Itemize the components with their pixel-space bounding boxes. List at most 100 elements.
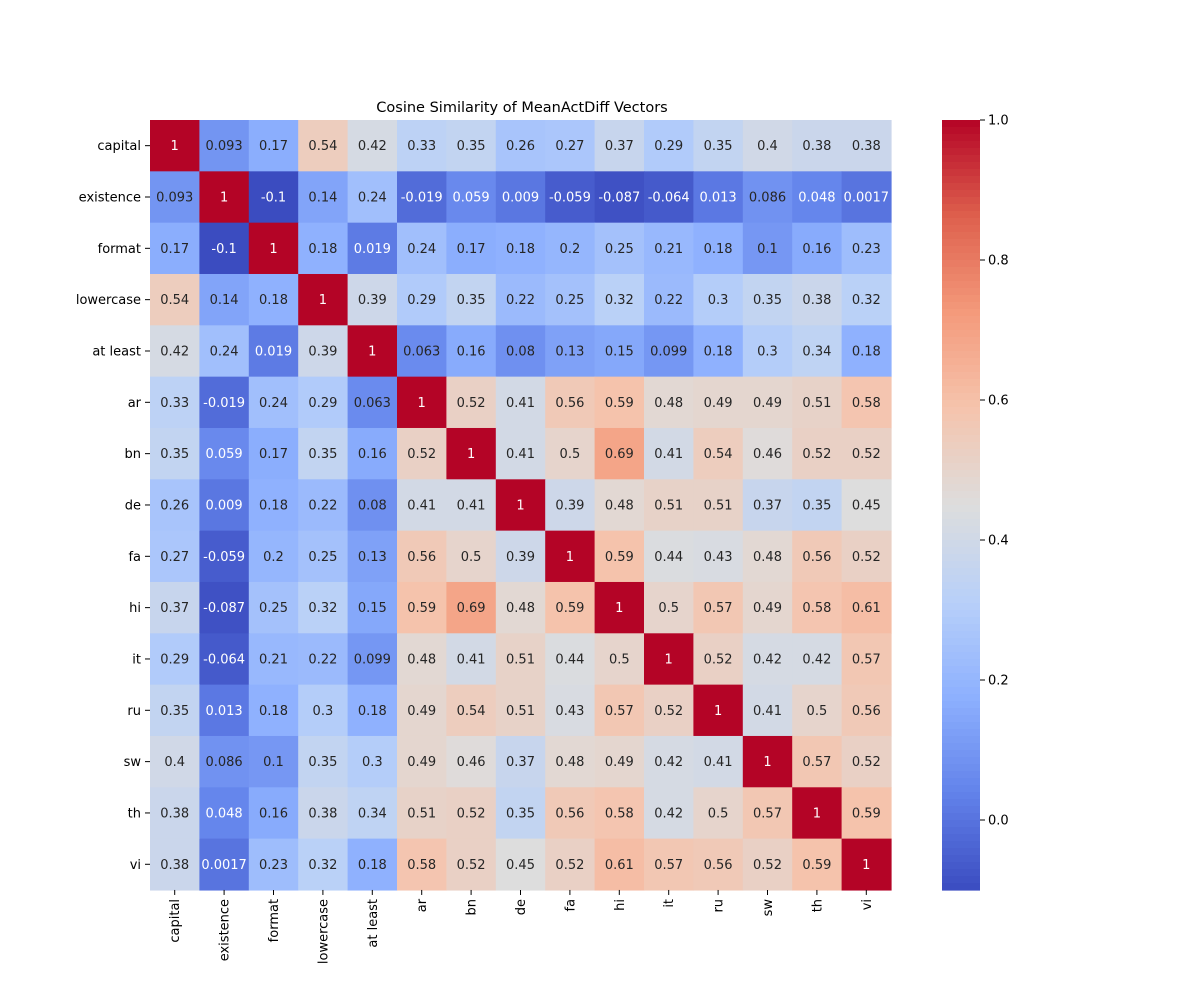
cell-value-label: 0.16 (802, 242, 831, 257)
colorbar-segment (942, 211, 980, 219)
cell-hi-bn (446, 581, 497, 634)
cell-value-label: 0.42 (358, 139, 387, 154)
cell-value-label: -0.1 (261, 190, 286, 205)
cell-value-label: 1 (566, 550, 574, 565)
cell-fa-format (248, 530, 299, 583)
colorbar-segment (942, 820, 980, 828)
y-tick-label: th (128, 806, 141, 821)
colorbar-segment (942, 344, 980, 352)
cell-value-label: 1 (516, 498, 524, 513)
colorbar-segment (942, 470, 980, 478)
cell-value-label: 0.019 (354, 242, 391, 257)
cell-lowercase-ru (693, 273, 744, 326)
cell-vi-fa (545, 838, 596, 891)
cell-hi-hi (594, 581, 645, 634)
x-axis: capital existence format lowercase at least a… (168, 889, 875, 964)
colorbar-segment (942, 855, 980, 863)
cell-ru-de (495, 684, 546, 737)
cell-value-label: 0.38 (852, 139, 881, 154)
cell-format-bn (446, 222, 497, 275)
cell-bn-de (495, 427, 546, 480)
y-tick-label: ru (127, 704, 141, 719)
cell-capital-ru (693, 120, 744, 172)
cell-ru-at-least (347, 684, 398, 737)
colorbar-segment (942, 484, 980, 492)
cell-value-label: 1 (368, 344, 376, 359)
cell-ar-existence (199, 376, 250, 429)
cell-ru-th (792, 684, 843, 737)
cell-value-label: 1 (763, 755, 771, 770)
cell-value-label: 0.41 (407, 498, 436, 513)
cell-value-label: 0.32 (605, 293, 634, 308)
colorbar-tick-label: 0.2 (988, 674, 1009, 689)
colorbar-tick-label: 0.4 (988, 534, 1009, 549)
cell-at-least-bn (446, 325, 497, 378)
colorbar-segment (942, 141, 980, 149)
colorbar-segment (942, 582, 980, 590)
cell-existence-de (495, 171, 546, 224)
cell-value-label: 0.48 (555, 755, 584, 770)
cell-fa-hi (594, 530, 645, 583)
cell-th-vi (841, 787, 892, 840)
cell-de-ar (397, 479, 447, 532)
cell-value-label: 0.45 (506, 858, 535, 873)
cell-ru-lowercase (298, 684, 349, 737)
cell-bn-bn (446, 427, 497, 480)
cell-bn-lowercase (298, 427, 349, 480)
cell-value-label: 0.33 (160, 396, 189, 411)
cell-value-label: 0.41 (506, 396, 535, 411)
cell-th-ar (397, 787, 447, 840)
cell-capital-th (792, 120, 843, 172)
cell-ar-hi (594, 376, 645, 429)
cell-capital-hi (594, 120, 645, 172)
colorbar-segment (942, 190, 980, 198)
cell-value-label: 0.56 (802, 550, 831, 565)
cell-value-label: 0.086 (205, 755, 242, 770)
colorbar-segment (942, 806, 980, 814)
cell-de-lowercase (298, 479, 349, 532)
cell-capital-capital (150, 120, 200, 172)
colorbar-segment (942, 134, 980, 142)
cell-value-label: 0.48 (654, 396, 683, 411)
colorbar-segment (942, 365, 980, 373)
colorbar-segment (942, 148, 980, 156)
cell-ar-ar (397, 376, 447, 429)
colorbar-segment (942, 505, 980, 513)
colorbar-segment (942, 281, 980, 289)
cell-ar-it (644, 376, 694, 429)
x-tick-label: ar (415, 898, 430, 912)
cell-th-de (495, 787, 546, 840)
cell-value-label: 0.5 (708, 806, 729, 821)
cell-de-it (644, 479, 694, 532)
cell-de-existence (199, 479, 250, 532)
cell-value-label: 0.44 (654, 550, 683, 565)
cell-capital-vi (841, 120, 892, 172)
cell-value-label: 0.42 (160, 344, 189, 359)
cell-th-bn (446, 787, 497, 840)
cell-th-capital (150, 787, 200, 840)
colorbar-segment (942, 351, 980, 359)
cell-de-vi (841, 479, 892, 532)
cell-value-label: 0.5 (807, 704, 828, 719)
cell-value-label: 0.35 (160, 447, 189, 462)
cell-value-label: 0.52 (753, 858, 782, 873)
colorbar-segment (942, 813, 980, 821)
cell-value-label: 0.17 (160, 242, 189, 257)
colorbar-segment (942, 645, 980, 653)
colorbar-segment (942, 554, 980, 562)
cell-value-label: 0.21 (259, 652, 288, 667)
cell-capital-de (495, 120, 546, 172)
cell-lowercase-hi (594, 273, 645, 326)
cell-ru-capital (150, 684, 200, 737)
cell-lowercase-bn (446, 273, 497, 326)
cell-value-label: 0.13 (358, 550, 387, 565)
cell-de-th (792, 479, 843, 532)
cell-value-label: 0.39 (506, 550, 535, 565)
cell-value-label: 0.18 (259, 704, 288, 719)
cell-existence-th (792, 171, 843, 224)
cell-sw-vi (841, 735, 892, 788)
cell-vi-hi (594, 838, 645, 891)
cell-value-label: -0.087 (203, 601, 245, 616)
colorbar-segment (942, 687, 980, 695)
cell-value-label: 0.49 (407, 704, 436, 719)
